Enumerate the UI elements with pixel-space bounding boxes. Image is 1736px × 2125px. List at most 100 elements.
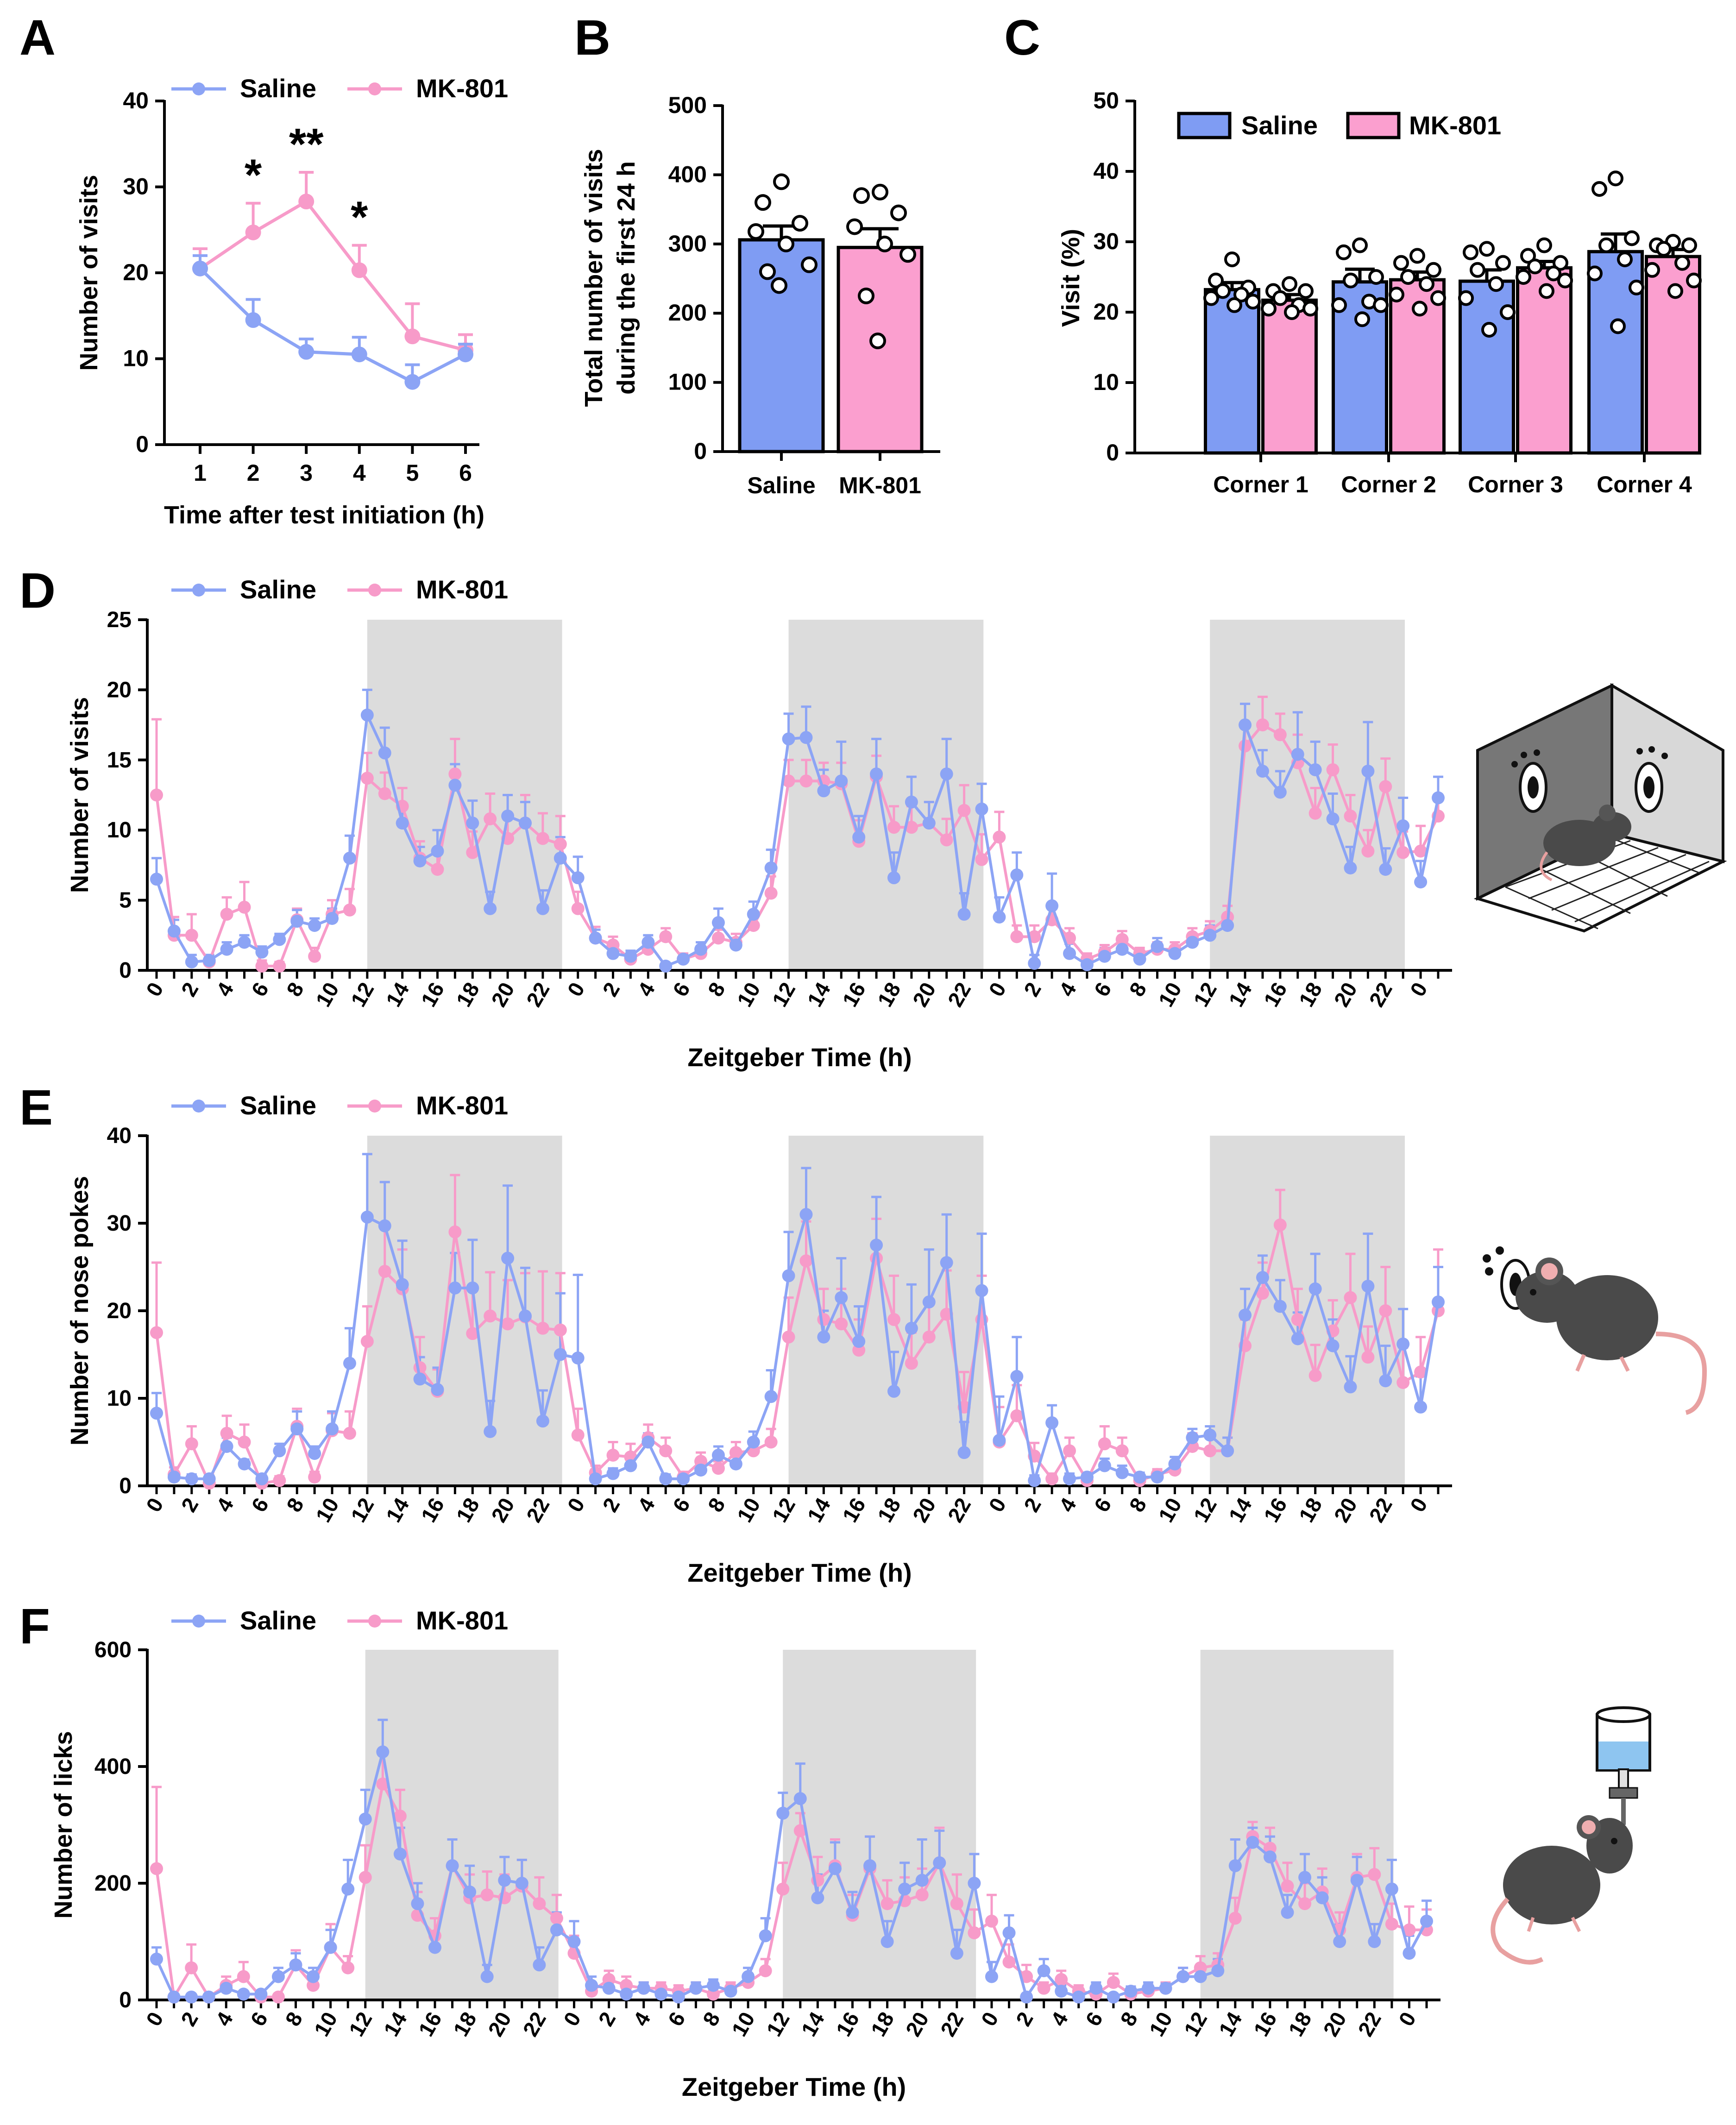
x-tick-label: 2 — [176, 1494, 203, 1516]
data-point-mk801 — [1273, 728, 1287, 742]
data-point-saline — [393, 1848, 407, 1861]
bar-saline — [738, 238, 825, 453]
data-point-saline — [742, 1970, 755, 1983]
data-point-saline — [446, 1859, 459, 1873]
data-point-saline — [290, 915, 304, 928]
data-point-mk801 — [846, 218, 863, 235]
data-point-saline — [255, 1472, 269, 1485]
data-point-saline — [659, 959, 673, 973]
data-point-mk801 — [876, 235, 893, 252]
data-point-mk801 — [890, 204, 907, 221]
series-line-saline — [199, 267, 466, 384]
x-tick-label: 14 — [1214, 2008, 1247, 2041]
data-point-mk801 — [1430, 290, 1446, 306]
x-tick-label: 12 — [767, 978, 800, 1011]
data-point-mk801 — [393, 1810, 407, 1823]
y-tick-label: 15 — [107, 748, 132, 773]
data-point-saline — [905, 795, 918, 809]
x-tick-label: 14 — [1224, 978, 1257, 1011]
data-point-saline — [1168, 1457, 1182, 1471]
data-point-saline — [602, 1981, 616, 1995]
data-point-saline — [1045, 1416, 1059, 1429]
data-point-saline — [326, 1422, 339, 1436]
x-tick-label: 8 — [698, 2008, 725, 2030]
data-point-saline — [1610, 318, 1626, 334]
data-point-saline — [817, 1330, 830, 1344]
data-point-saline — [1344, 1380, 1357, 1394]
data-point-saline — [724, 1985, 737, 1998]
x-tick-label: 6 — [246, 978, 273, 1000]
data-point-mk801 — [237, 1970, 250, 1983]
data-point-saline — [1080, 958, 1094, 971]
y-axis-title: Visit (%) — [1057, 229, 1085, 327]
data-point-mk801 — [606, 1448, 620, 1462]
x-tick-label: Corner 3 — [1468, 472, 1563, 497]
y-tick-label: 20 — [107, 678, 132, 702]
x-tick-label: 22 — [522, 978, 554, 1011]
data-point-mk801 — [238, 1435, 251, 1449]
x-tick-label: 6 — [663, 2008, 690, 2030]
data-point-saline — [1215, 283, 1231, 299]
x-axis-title: Time after test initiation (h) — [164, 501, 484, 529]
data-point-saline — [1326, 812, 1340, 825]
data-point-saline — [835, 1291, 848, 1304]
data-point-saline — [324, 1941, 337, 1954]
y-tick-label: 30 — [123, 174, 149, 200]
data-point-mk801 — [533, 1897, 546, 1911]
data-point-mk801 — [993, 830, 1006, 844]
data-point-mk801 — [764, 1435, 778, 1449]
data-point-mk801 — [985, 1914, 998, 1928]
data-point-mk801 — [571, 902, 585, 915]
data-point-saline — [1045, 899, 1059, 912]
data-point-saline — [185, 1990, 198, 2004]
data-point-saline — [466, 817, 479, 830]
data-point-mk801 — [341, 1961, 355, 1974]
data-point-mk801 — [1361, 844, 1375, 858]
data-point-mk801 — [782, 1330, 795, 1344]
data-point-saline — [1203, 929, 1217, 942]
data-point-saline — [1055, 1985, 1068, 1998]
data-point-saline — [1246, 1836, 1259, 1849]
data-point-saline — [993, 1433, 1006, 1447]
data-point-saline — [759, 263, 776, 280]
x-tick-label: 20 — [486, 978, 519, 1011]
data-point-mk801 — [1107, 1976, 1120, 1989]
x-tick-label: 22 — [1364, 978, 1397, 1011]
dark-period-shading — [365, 1650, 559, 2000]
data-point-saline — [1256, 1271, 1269, 1284]
data-point-saline — [185, 955, 198, 968]
x-tick-label: 16 — [414, 2008, 447, 2040]
data-point-saline — [1098, 949, 1111, 963]
data-point-saline — [1010, 1370, 1024, 1383]
y-axis-title: Number of nose pokes — [66, 1176, 94, 1446]
data-point-saline — [1115, 943, 1129, 956]
y-tick-label: 10 — [1093, 369, 1119, 395]
data-point-mk801 — [466, 1327, 479, 1340]
data-point-mk801 — [922, 1330, 936, 1344]
data-point-saline — [792, 214, 808, 232]
data-point-saline — [1463, 244, 1478, 260]
data-point-mk801 — [220, 1427, 233, 1440]
data-point-saline — [776, 1806, 790, 1820]
data-point-saline — [887, 871, 900, 885]
data-point-mk801 — [1368, 1868, 1381, 1881]
x-tick-label: 6 — [246, 1494, 273, 1516]
data-point-mk801 — [466, 846, 479, 859]
y-tick-label: 30 — [1093, 228, 1119, 254]
data-point-mk801 — [1239, 739, 1252, 753]
x-tick-label: 2 — [598, 978, 624, 1000]
x-tick-label: Corner 4 — [1597, 472, 1692, 497]
x-tick-label: 16 — [416, 978, 449, 1011]
data-point-saline — [711, 916, 725, 930]
data-point-mk801 — [343, 1427, 356, 1440]
data-point-mk801 — [536, 1321, 549, 1335]
x-tick-label: 0 — [141, 1494, 168, 1516]
data-point-mk801 — [1063, 1444, 1076, 1458]
x-tick-label: Corner 2 — [1341, 472, 1436, 497]
x-tick-label: 2 — [1019, 978, 1046, 1000]
x-tick-label: 4 — [633, 1494, 660, 1516]
data-point-saline — [957, 907, 971, 921]
data-point-mk801 — [359, 1871, 372, 1884]
y-tick-label: 0 — [119, 1988, 132, 2012]
